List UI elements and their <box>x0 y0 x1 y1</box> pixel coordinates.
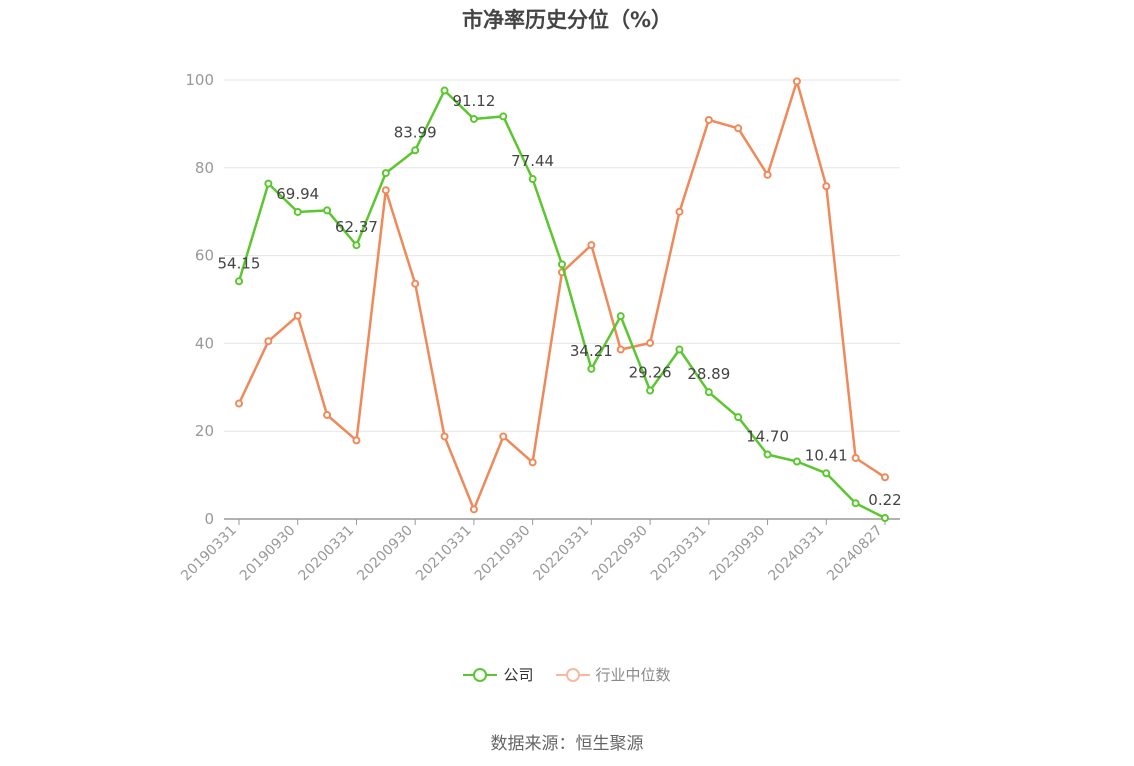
company-point <box>411 146 420 155</box>
legend-company-label: 公司 <box>503 666 534 684</box>
industry-point <box>881 473 889 482</box>
x-tick-label: 20240331 <box>765 523 827 585</box>
industry-point <box>792 77 801 86</box>
data-source: 数据来源：恒生聚源 <box>490 734 644 754</box>
y-tick-label: 20 <box>195 422 214 440</box>
x-tick-label: 20200331 <box>296 523 358 585</box>
x-tick-label: 20210331 <box>413 523 475 585</box>
company-point <box>646 386 655 395</box>
industry-point <box>646 338 655 347</box>
company-point <box>440 86 449 95</box>
company-point <box>264 179 273 188</box>
data-label: 28.89 <box>687 365 730 383</box>
x-tick-label: 20230331 <box>648 523 710 585</box>
company-point <box>235 277 243 286</box>
y-tick-label: 80 <box>195 159 214 177</box>
data-label: 29.26 <box>629 364 672 382</box>
industry-point <box>293 311 302 320</box>
x-tick-label: 20230930 <box>707 523 769 585</box>
company-point <box>792 457 801 466</box>
industry-point <box>499 432 508 441</box>
company-point <box>499 112 508 121</box>
company-line <box>237 89 886 520</box>
y-tick-label: 100 <box>185 71 214 89</box>
industry-point <box>264 337 273 346</box>
data-labels: 54.15 69.94 62.37 83.99 91.12 77.44 34.21 29.26… <box>218 92 902 509</box>
industry-series-icon <box>555 667 590 683</box>
x-tick-label: 20240827 <box>824 523 886 585</box>
industry-point <box>587 241 596 250</box>
legend-industry-label: 行业中位数 <box>595 666 671 684</box>
data-label: 34.21 <box>570 342 613 360</box>
data-label: 14.70 <box>746 427 789 445</box>
x-tick-label: 20220930 <box>589 523 651 585</box>
company-point <box>851 499 860 508</box>
industry-point <box>704 115 713 124</box>
industry-point <box>616 345 625 354</box>
industry-point <box>323 410 332 419</box>
company-point <box>352 241 361 250</box>
company-point <box>469 114 478 123</box>
company-point <box>675 345 684 354</box>
company-series-icon <box>463 667 498 683</box>
data-label: 83.99 <box>394 123 437 141</box>
company-point <box>704 388 713 397</box>
x-tick-label: 20190331 <box>178 523 240 585</box>
x-tick-label: 20210930 <box>472 523 534 585</box>
chart-title: 市净率历史分位（%） <box>461 8 673 32</box>
data-label: 69.94 <box>276 185 319 203</box>
company-point <box>587 364 596 373</box>
axes: 0 20 40 60 80 100 2019033120190930202003312020… <box>178 71 900 584</box>
legend-item-company[interactable]: 公司 <box>463 664 534 685</box>
grid-lines <box>224 79 900 432</box>
x-tick-label: 20190930 <box>237 523 299 585</box>
legend-item-industry[interactable]: 行业中位数 <box>555 664 671 685</box>
industry-point <box>734 124 743 133</box>
y-tick-label: 0 <box>204 510 214 528</box>
industry-point <box>381 186 390 195</box>
company-point <box>734 413 743 422</box>
industry-point <box>469 505 478 514</box>
industry-point <box>352 436 361 445</box>
y-tick-label: 40 <box>195 334 214 352</box>
data-label: 91.12 <box>452 92 495 110</box>
data-label: 77.44 <box>511 152 554 170</box>
industry-point <box>675 207 684 216</box>
industry-point <box>822 182 831 191</box>
legend: 公司 行业中位数 <box>0 664 1134 685</box>
x-tick-label: 20200930 <box>354 523 416 585</box>
data-label: 10.41 <box>805 446 848 464</box>
industry-point <box>851 453 860 462</box>
industry-point <box>411 279 420 288</box>
y-tick-label: 60 <box>195 247 214 265</box>
company-point <box>763 450 772 459</box>
company-point <box>293 207 302 216</box>
company-point <box>528 175 537 184</box>
company-point <box>822 469 831 478</box>
industry-point <box>440 432 449 441</box>
company-point <box>323 206 332 215</box>
company-point <box>881 514 889 523</box>
line-chart: 0 20 40 60 80 100 2019033120190930202003312020… <box>178 71 902 584</box>
industry-point <box>235 399 243 408</box>
data-label: 54.15 <box>218 254 261 272</box>
industry-point <box>763 170 772 179</box>
series <box>235 77 889 523</box>
company-point <box>558 260 566 269</box>
data-label: 0.22 <box>868 491 901 509</box>
data-label: 62.37 <box>335 218 378 236</box>
company-point <box>381 169 390 178</box>
industry-point <box>528 458 537 467</box>
x-tick-label: 20220331 <box>530 523 592 585</box>
company-point <box>616 312 625 321</box>
